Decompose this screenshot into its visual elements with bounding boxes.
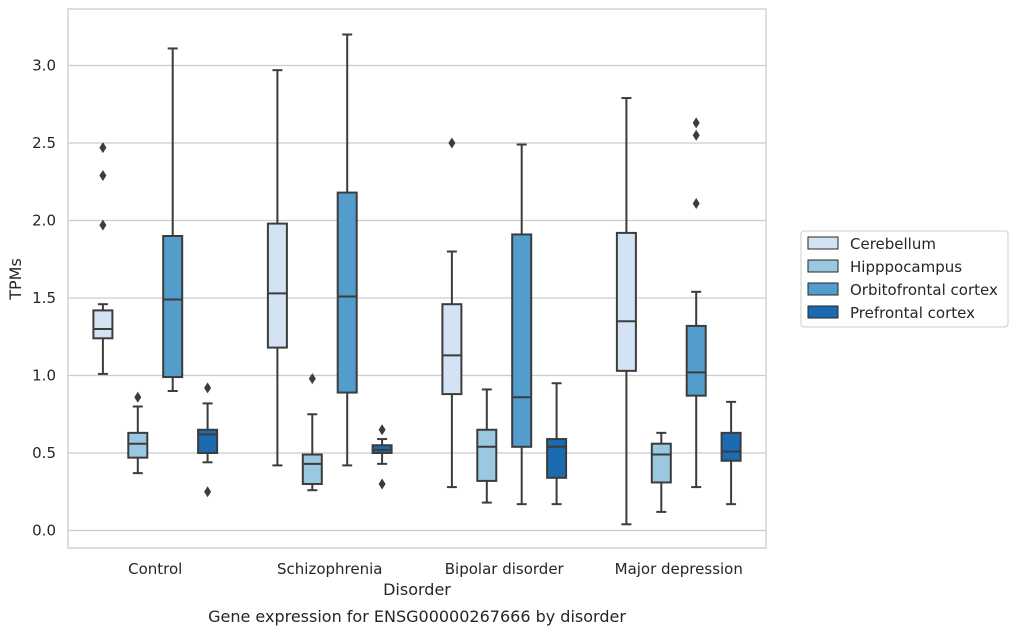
y-tick-label: 0.5: [32, 444, 56, 462]
box-iqr: [441, 303, 463, 396]
outlier-point: [692, 197, 700, 209]
x-tick-label: Major depression: [615, 560, 743, 578]
outlier-point: [448, 137, 456, 149]
outlier-point: [308, 373, 316, 385]
y-tick-label: 1.5: [32, 289, 56, 307]
legend-swatch-hippocampus: [807, 259, 839, 273]
box-iqr: [511, 233, 533, 448]
legend-swatch-prefrontal: [807, 305, 839, 319]
legend-swatch-orbitofrontal: [807, 282, 839, 296]
outlier-point: [99, 170, 107, 182]
box-cerebellum-bipolar-disorder: [441, 137, 463, 489]
box-iqr: [615, 231, 637, 372]
box-cerebellum-major-depression: [615, 97, 637, 526]
box-hipppocampus-bipolar-disorder: [476, 388, 498, 504]
grid-lines: [68, 64, 766, 532]
y-tick-label: 2.0: [32, 212, 56, 230]
legend-label-prefrontal: Prefrontal cortex: [850, 304, 975, 322]
box-iqr: [685, 324, 707, 397]
box-orbitofrontal-cortex-bipolar-disorder: [511, 143, 533, 506]
box-orbitofrontal-cortex-control: [162, 47, 184, 392]
y-axis-ticks: 0.0 0.5 1.0 1.5 2.0 2.5 3.0: [32, 57, 56, 540]
box-iqr: [301, 453, 323, 485]
box-iqr: [197, 428, 219, 454]
box-iqr: [720, 431, 742, 462]
outlier-point: [692, 117, 700, 129]
box-cerebellum-control: [92, 142, 114, 375]
legend-swatch-cerebellum: [807, 236, 839, 250]
legend-label-cerebellum: Cerebellum: [850, 235, 936, 253]
outlier-point: [378, 424, 386, 436]
box-hipppocampus-major-depression: [650, 431, 672, 513]
legend-label-orbitofrontal: Orbitofrontal cortex: [850, 281, 998, 299]
box-iqr: [476, 428, 498, 482]
outlier-point: [204, 382, 212, 394]
outlier-point: [692, 129, 700, 141]
x-tick-label: Control: [128, 560, 182, 578]
box-iqr: [336, 191, 358, 394]
box-iqr: [127, 431, 149, 459]
box-prefrontal-cortex-control: [197, 382, 219, 498]
box-iqr: [162, 235, 184, 379]
y-tick-label: 0.0: [32, 522, 56, 540]
outlier-point: [99, 219, 107, 231]
outlier-point: [204, 486, 212, 498]
box-iqr: [650, 442, 672, 484]
legend-frame: [800, 230, 1009, 328]
box-prefrontal-cortex-schizophrenia: [371, 424, 393, 490]
x-axis-ticks: Control Schizophrenia Bipolar disorder Majo…: [128, 560, 743, 578]
boxes: [92, 33, 742, 526]
outlier-point: [99, 142, 107, 154]
x-axis-label: Disorder: [383, 580, 451, 599]
x-tick-label: Schizophrenia: [277, 560, 382, 578]
box-orbitofrontal-cortex-major-depression: [685, 117, 707, 489]
box-prefrontal-cortex-major-depression: [720, 400, 742, 506]
outlier-point: [134, 391, 142, 403]
legend-label-hippocampus: Hipppocampus: [850, 258, 962, 276]
box-iqr: [266, 222, 288, 349]
box-orbitofrontal-cortex-schizophrenia: [336, 33, 358, 467]
box-hipppocampus-schizophrenia: [301, 373, 323, 492]
plot-area-frame: [67, 8, 767, 549]
box-iqr: [546, 438, 568, 479]
box-cerebellum-schizophrenia: [266, 69, 288, 467]
legend: Cerebellum Hipppocampus Orbitofrontal co…: [800, 230, 1009, 328]
x-tick-label: Bipolar disorder: [445, 560, 565, 578]
chart-caption: Gene expression for ENSG00000267666 by d…: [208, 607, 626, 626]
y-tick-label: 2.5: [32, 134, 56, 152]
box-iqr: [92, 309, 114, 340]
y-tick-label: 3.0: [32, 57, 56, 75]
box-prefrontal-cortex-bipolar-disorder: [546, 382, 568, 506]
box-hipppocampus-control: [127, 391, 149, 475]
y-tick-label: 1.0: [32, 367, 56, 385]
outlier-point: [378, 478, 386, 490]
y-axis-label: TPMs: [6, 258, 25, 301]
